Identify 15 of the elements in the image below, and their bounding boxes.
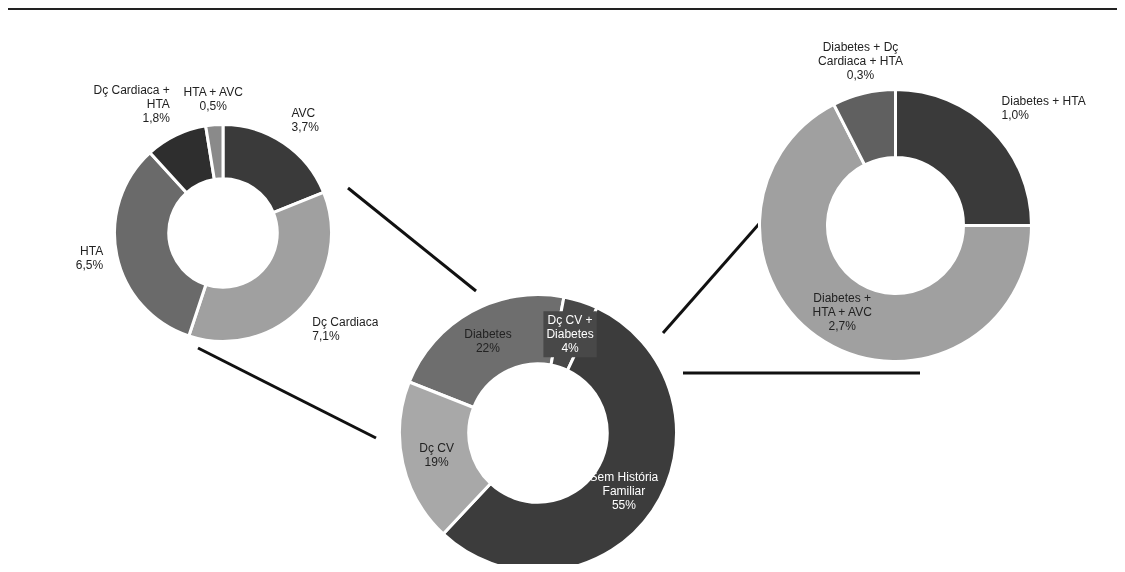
- slice-label: HTA: [80, 243, 104, 258]
- data-label: 0,5%: [199, 99, 228, 114]
- slice-label: Diabetes + Dç Cardiaca + HTA: [818, 39, 903, 68]
- data-label: 3,7%: [291, 119, 320, 134]
- slice-label: AVC: [291, 105, 316, 120]
- slice-label: Dç Cardiaca + HTA: [93, 82, 170, 111]
- slice-label: HTA + AVC: [183, 85, 244, 100]
- data-label: 55%: [611, 497, 637, 512]
- data-label: 6,5%: [75, 257, 104, 272]
- slice-label: Diabetes + HTA: [1001, 93, 1086, 108]
- data-label: 1,0%: [1001, 107, 1030, 122]
- data-label: 19%: [424, 454, 449, 469]
- data-label: 0,3%: [846, 67, 875, 82]
- slice-label: Dç CV: [419, 440, 454, 455]
- data-label: 1,8%: [142, 110, 171, 125]
